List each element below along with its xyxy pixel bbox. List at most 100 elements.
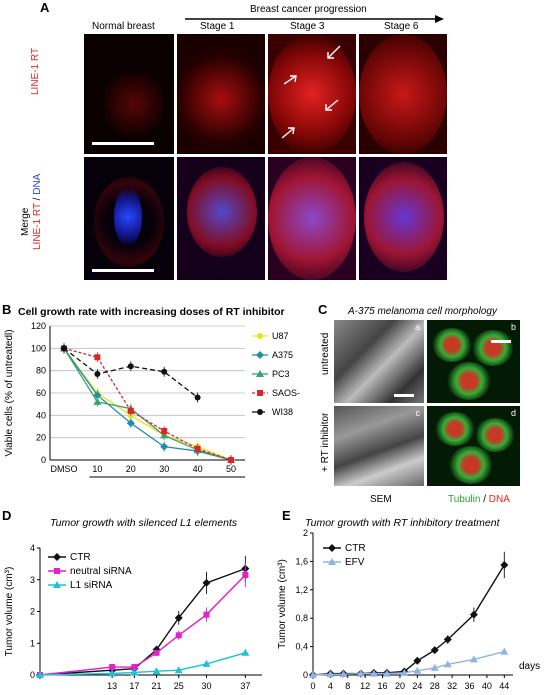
series-line	[63, 347, 232, 461]
data-point	[194, 394, 201, 401]
y-axis-label: Tumor volume (cm³)	[277, 559, 288, 649]
x-tick-label: 20	[395, 681, 405, 691]
x-tick-label: 28	[430, 681, 440, 691]
y-tick-label: 20	[36, 433, 46, 443]
row-label-merge: Merge	[20, 207, 31, 236]
data-point	[61, 345, 67, 352]
micrograph-normal-merge	[84, 157, 174, 280]
scale-bar-2	[92, 269, 154, 272]
chart-e: Tumor growth with RT inhibitory treatmen…	[277, 517, 540, 691]
x-tick-label: 17	[129, 681, 139, 691]
data-point	[202, 578, 211, 587]
legend-marker	[328, 544, 336, 552]
arrows-overlay	[281, 45, 341, 139]
scale-bar-sem	[394, 394, 414, 397]
chart-title: Tumor growth with RT inhibitory treatmen…	[305, 517, 501, 529]
data-point	[400, 668, 409, 676]
data-point	[153, 649, 160, 656]
row-label-line1-rt: LINE-1 RT	[30, 47, 41, 95]
data-point	[93, 391, 102, 400]
y-tick-label: 2	[30, 607, 35, 617]
x-tick-label: 21	[152, 681, 162, 691]
panel-d-letter: D	[2, 508, 12, 523]
legend-label: A375	[272, 350, 293, 360]
legend-item: CTR	[323, 543, 366, 554]
x-tick-label: 25	[174, 681, 184, 691]
panel-e-letter: E	[282, 508, 291, 523]
caption-tubulin: Tubulin	[448, 494, 481, 505]
x-tick-label: 37	[240, 681, 250, 691]
y-tick-label: 0,8	[295, 613, 308, 623]
data-point	[174, 613, 183, 622]
x-tick-label: 30	[159, 464, 169, 474]
x-tick-label: 40	[482, 681, 492, 691]
data-point	[242, 571, 249, 578]
y-tick-label: 3	[30, 575, 35, 585]
sub-letter-d: d	[510, 408, 516, 418]
if-untreated: b	[427, 320, 520, 403]
legend-label: U87	[272, 331, 289, 341]
legend-item: A375	[252, 350, 293, 360]
data-point	[127, 407, 134, 414]
x-tick-label: 44	[499, 681, 509, 691]
data-point	[443, 635, 452, 644]
data-point	[500, 647, 509, 655]
series-line	[63, 347, 232, 461]
legend-marker	[54, 568, 60, 574]
series-saos2	[61, 343, 234, 465]
series-line	[63, 347, 198, 398]
legend-marker	[257, 390, 263, 396]
legend-label: PC3	[272, 369, 290, 379]
x-tick-label: 50	[226, 464, 236, 474]
micrograph-stage3-merge	[268, 157, 356, 280]
sub-letter-c: c	[415, 408, 421, 418]
col-stage-1: Stage 1	[200, 21, 235, 32]
data-point	[152, 667, 161, 675]
legend-marker	[328, 558, 336, 565]
data-point	[326, 670, 335, 678]
legend-marker	[256, 370, 264, 377]
legend-item: SAOS-2	[252, 388, 300, 398]
panel-c-letter: C	[318, 302, 328, 317]
legend-item: EFV	[323, 557, 365, 568]
x-tick-label: 30	[201, 681, 211, 691]
chart-title: Tumor growth with silenced L1 elements	[50, 517, 238, 529]
data-point	[500, 560, 509, 569]
y-tick-label: 2	[303, 528, 308, 538]
row-label-merge-stains: LINE-1 RT / DNA	[32, 174, 43, 250]
sub-letter-a: a	[414, 322, 420, 332]
data-point	[108, 669, 117, 677]
x-tick-label: 8	[345, 681, 350, 691]
data-point	[228, 457, 234, 463]
panel-b-letter: B	[2, 302, 12, 317]
legend-label: WI38	[272, 407, 293, 417]
x-tick-label: 40	[193, 464, 203, 474]
y-tick-label: 120	[31, 321, 46, 331]
caption-tubulin-dna: Tubulin / DNA	[448, 494, 510, 505]
series-pc3	[60, 343, 235, 465]
panel-a-letter: A	[40, 0, 50, 15]
col-stage-6: Stage 6	[384, 21, 419, 32]
data-point	[430, 646, 439, 655]
legend-label: EFV	[345, 557, 365, 568]
micrograph-stage6-rt	[359, 34, 447, 154]
micrograph-stage3-rt	[268, 34, 356, 154]
data-point	[194, 445, 201, 452]
data-point	[130, 668, 139, 676]
progression-title: Breast cancer progression	[250, 4, 367, 15]
data-point	[241, 648, 250, 656]
sem-rt-inhibitor: c	[334, 406, 424, 486]
x-tick-label: 24	[412, 681, 422, 691]
data-point	[175, 632, 182, 639]
legend-item: neutral siRNA	[48, 566, 132, 577]
y-tick-label: 60	[36, 388, 46, 398]
legend-item: WI38	[252, 407, 293, 417]
row-label-untreated: untreated	[320, 332, 331, 375]
legend-label: CTR	[345, 543, 366, 554]
scale-bar	[92, 142, 154, 145]
y-tick-label: 0	[303, 670, 308, 680]
data-point	[127, 363, 134, 370]
legend-item: L1 siRNA	[48, 580, 113, 591]
data-point	[161, 427, 168, 434]
